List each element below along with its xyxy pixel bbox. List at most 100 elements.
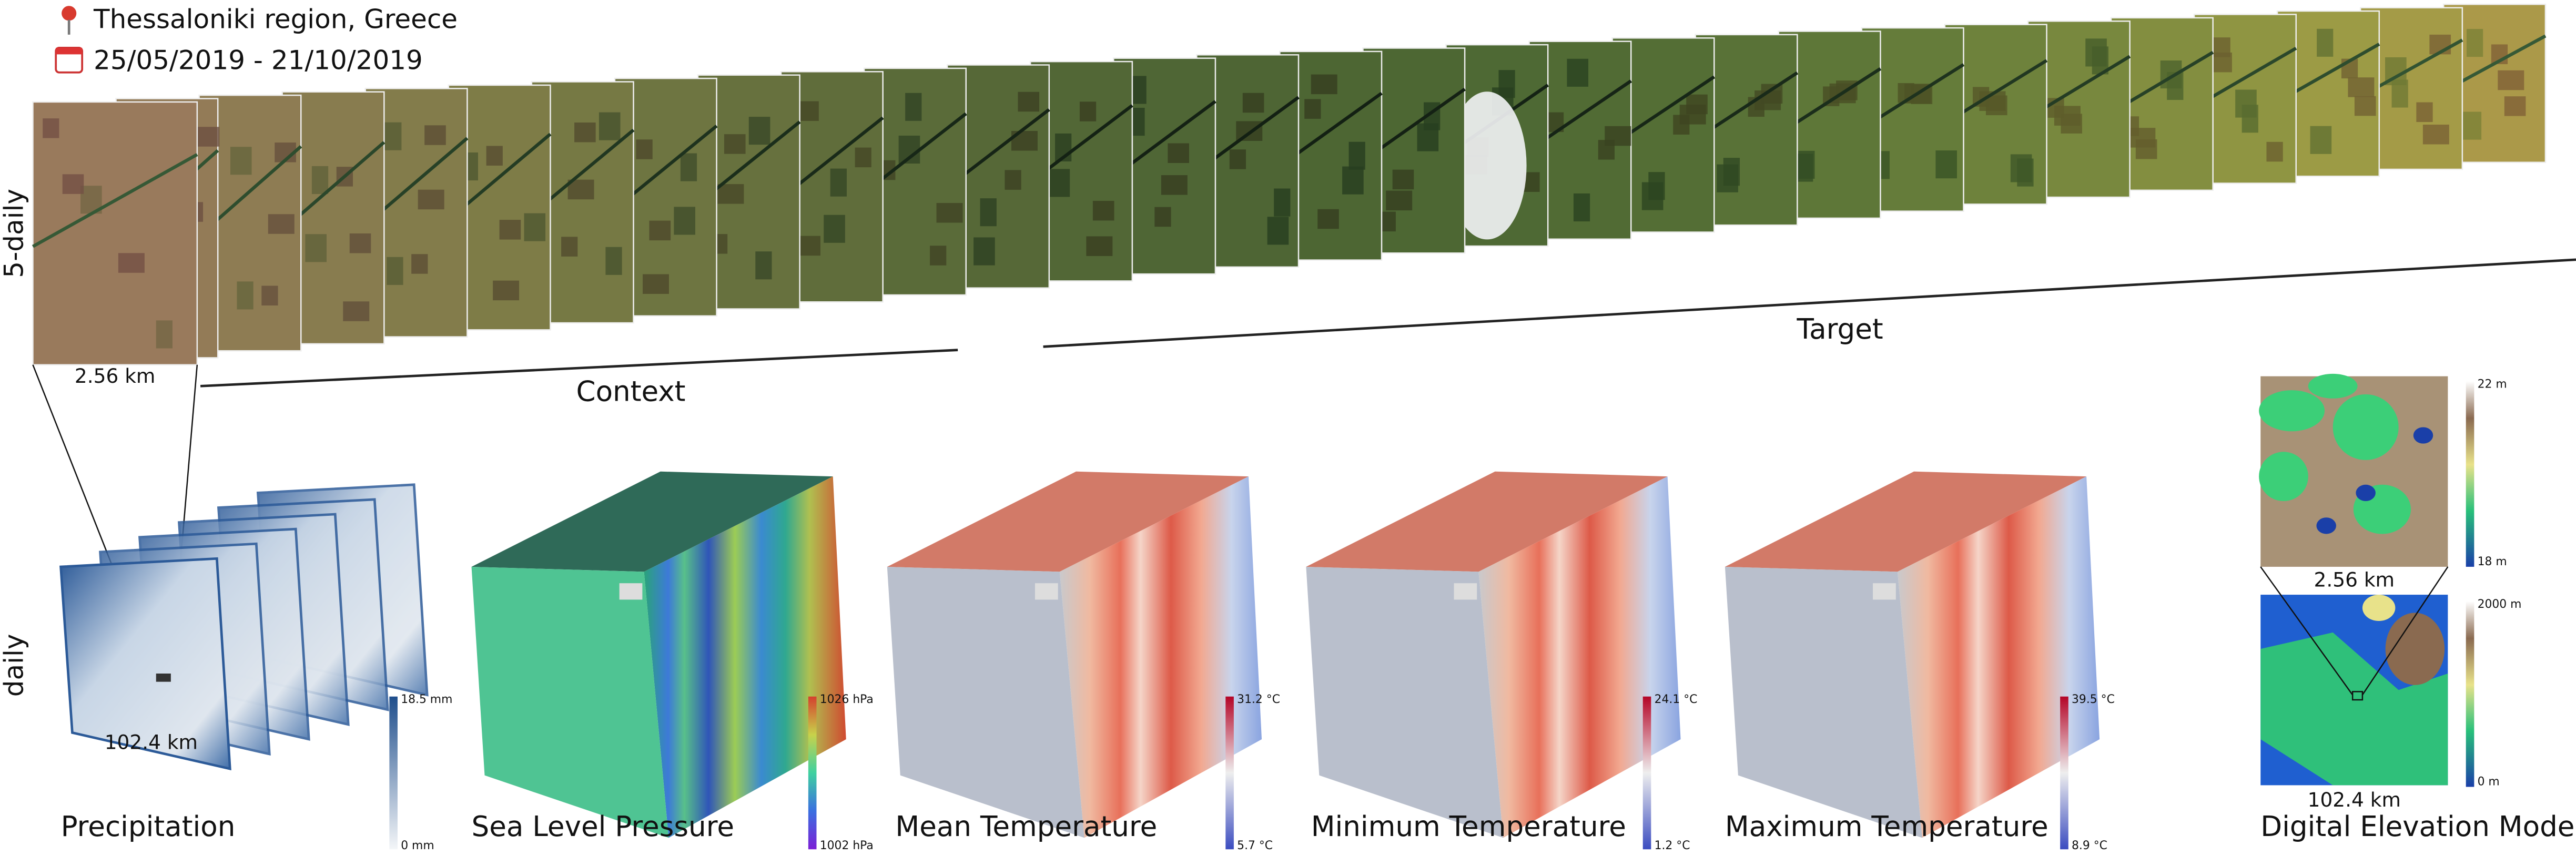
colorbar-max: 31.2 °C bbox=[1237, 693, 1280, 706]
dem-patch bbox=[2259, 390, 2325, 432]
dem-land bbox=[2260, 632, 2448, 786]
field-patch bbox=[574, 122, 596, 142]
field-patch bbox=[2242, 105, 2258, 133]
field-patch bbox=[1317, 209, 1339, 229]
field-patch bbox=[2210, 52, 2232, 73]
cloud bbox=[1447, 91, 1527, 240]
colorbar bbox=[2466, 601, 2474, 787]
field-patch bbox=[2498, 70, 2524, 90]
panel-title: Sea Level Pressure bbox=[472, 810, 735, 843]
field-patch bbox=[2266, 141, 2283, 162]
field-patch bbox=[524, 213, 546, 241]
field-patch bbox=[605, 247, 622, 275]
dem-patch bbox=[2316, 517, 2336, 534]
field-patch bbox=[680, 153, 697, 181]
zoom-line bbox=[2260, 566, 2354, 696]
field-patch bbox=[2391, 79, 2408, 108]
field-patch bbox=[2504, 96, 2526, 116]
colorbar-max: 24.1 °C bbox=[1655, 693, 1698, 706]
field-patch bbox=[643, 274, 669, 294]
dates: 25/05/2019 - 21/10/2019 bbox=[94, 45, 423, 75]
field-patch bbox=[2422, 125, 2449, 145]
context-label: Context bbox=[576, 375, 686, 407]
field-patch bbox=[268, 214, 295, 234]
dem-patch bbox=[2332, 394, 2399, 460]
field-patch bbox=[156, 320, 173, 349]
field-patch bbox=[1348, 141, 1365, 170]
field-patch bbox=[1048, 169, 1070, 197]
field-patch bbox=[2310, 126, 2332, 154]
colorbar-max: 39.5 °C bbox=[2072, 693, 2115, 706]
cube-top bbox=[1306, 471, 1668, 572]
precip-slab bbox=[59, 557, 231, 771]
cube-notch bbox=[1873, 583, 1896, 600]
field-patch bbox=[343, 301, 370, 321]
field-patch bbox=[305, 234, 327, 262]
cube-side bbox=[1478, 476, 1681, 838]
field-patch bbox=[980, 198, 997, 227]
field-patch bbox=[1018, 91, 1040, 112]
field-patch bbox=[1274, 188, 1291, 217]
scale-label: 2.56 km bbox=[75, 364, 156, 388]
field-patch bbox=[2460, 111, 2482, 140]
field-patch bbox=[424, 125, 446, 145]
field-patch bbox=[1086, 236, 1113, 256]
field-patch bbox=[717, 184, 744, 204]
field-patch bbox=[1267, 217, 1289, 245]
scale-label: 102.4 km bbox=[2308, 788, 2401, 811]
scale-label: 102.4 km bbox=[105, 731, 198, 754]
cube-front bbox=[887, 566, 1084, 838]
cube-side bbox=[1897, 476, 2100, 838]
panel-title: Mean Temperature bbox=[895, 810, 1157, 843]
field-patch bbox=[599, 112, 621, 140]
cube-top bbox=[1725, 471, 2087, 572]
cube-side bbox=[1059, 476, 1262, 838]
field-patch bbox=[636, 139, 653, 159]
field-patch bbox=[1304, 99, 1321, 119]
zoom-box bbox=[156, 673, 171, 682]
road bbox=[32, 153, 198, 248]
colorbar bbox=[389, 696, 398, 850]
field-patch bbox=[1311, 74, 1337, 95]
field-patch bbox=[43, 118, 59, 138]
dem-mountain bbox=[2385, 613, 2445, 685]
field-patch bbox=[418, 189, 444, 210]
panel-title: Minimum Temperature bbox=[1311, 810, 1626, 843]
target-label: Target bbox=[1796, 313, 1883, 345]
field-patch bbox=[118, 253, 145, 273]
field-patch bbox=[1161, 175, 1188, 195]
shapes bbox=[32, 3, 2576, 850]
colorbar-min: 0 m bbox=[2478, 775, 2500, 788]
cube-top bbox=[887, 471, 1249, 572]
zoom-box bbox=[2351, 691, 2364, 701]
field-patch bbox=[1798, 150, 1815, 179]
field-patch bbox=[311, 166, 329, 195]
pin-icon bbox=[62, 6, 77, 21]
dem-patch bbox=[2356, 484, 2376, 502]
field-patch bbox=[230, 147, 252, 175]
colorbar-min: 18 m bbox=[2478, 555, 2507, 568]
field-patch bbox=[755, 251, 772, 280]
field-patch bbox=[1392, 169, 1414, 190]
field-patch bbox=[237, 281, 253, 310]
colorbar-min: 5.7 °C bbox=[1237, 839, 1273, 852]
field-patch bbox=[561, 237, 578, 257]
field-patch bbox=[1079, 101, 1097, 121]
panel-title: Digital Elevation Model bbox=[2260, 810, 2576, 843]
colorbar bbox=[1225, 696, 1234, 850]
zoom-line bbox=[2361, 566, 2449, 696]
field-patch bbox=[1242, 93, 1264, 113]
field-patch bbox=[567, 179, 594, 200]
field-patch bbox=[499, 220, 521, 240]
field-patch bbox=[486, 146, 503, 166]
dem-patch bbox=[2259, 452, 2308, 502]
field-patch bbox=[2061, 114, 2083, 134]
colorbar-max: 1026 hPa bbox=[820, 693, 874, 706]
colorbar bbox=[2060, 696, 2068, 850]
field-patch bbox=[1648, 172, 1665, 200]
cube-front bbox=[1725, 566, 1922, 838]
cube-front bbox=[1306, 566, 1504, 838]
field-patch bbox=[649, 220, 671, 241]
colorbar-max: 2000 m bbox=[2478, 598, 2522, 611]
field-patch bbox=[930, 246, 947, 266]
